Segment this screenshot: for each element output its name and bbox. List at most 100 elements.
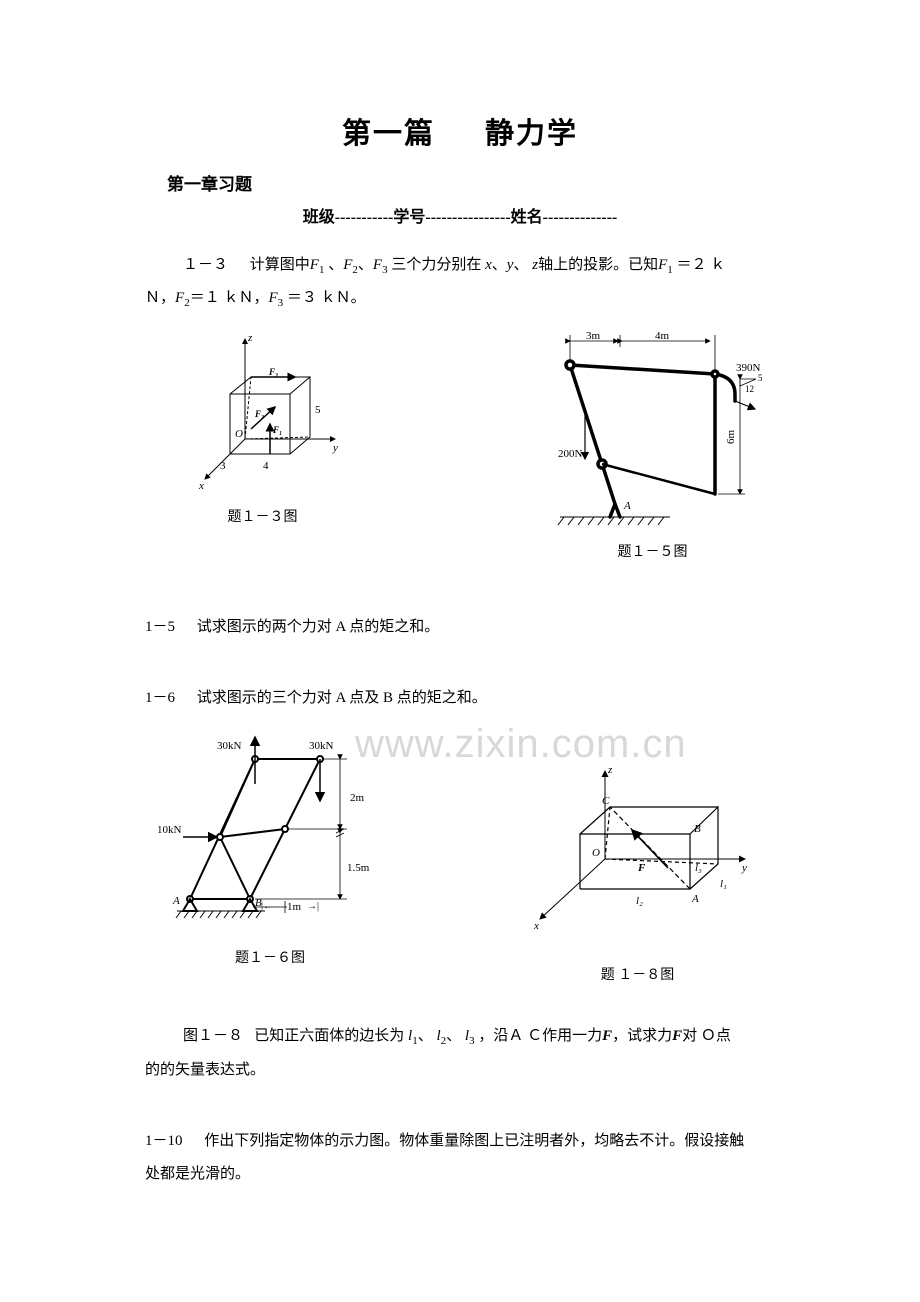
origin-label: O xyxy=(235,428,243,440)
problem-number: １－８ xyxy=(198,1028,243,1044)
label-5: 5 xyxy=(758,373,763,383)
figure-1-8: z y x O C B A F l₁ l₂ l₃ 题 １－８图 xyxy=(520,759,755,984)
text: 处都是光滑的。 xyxy=(145,1166,250,1182)
figure-row-2: 30kN 30kN 10kN 2m 1.5m 1m A B |← →| 题１－６… xyxy=(145,729,775,984)
force-f1-label: F₁ xyxy=(272,425,282,435)
diagram-1-8: z y x O C B A F l₁ l₂ l₃ xyxy=(520,759,755,934)
dim-l3: l₃ xyxy=(695,862,702,874)
problem-number: 1－10 xyxy=(145,1125,183,1158)
dim-1-5m: 1.5m xyxy=(347,862,370,874)
text: ，试求力 xyxy=(612,1028,672,1044)
text: ，沿Ａ Ｃ作用一力 xyxy=(475,1028,603,1044)
text: ＝２ ｋ xyxy=(673,257,726,273)
problem-number: １－３ xyxy=(183,249,228,282)
sep: 、 xyxy=(513,257,532,273)
axis-z-label: z xyxy=(247,332,253,344)
text: 轴上的投影。已知 xyxy=(538,257,658,273)
dim-2m: 2m xyxy=(350,792,365,804)
force-10kn: 10kN xyxy=(157,824,182,836)
diagram-1-5: 3m 4m 6m 390N 5 12 200N A xyxy=(540,329,765,529)
sep: 、 xyxy=(492,257,507,273)
problem-1-3: １－３ 计算图中F1 、F2、F3 三个力分别在 x、y、 z轴上的投影。已知F… xyxy=(145,249,775,315)
problem-1-6: 1－6 试求图示的三个力对 A 点及 B 点的矩之和。 xyxy=(145,682,775,715)
text: 试求图示的两个力对 A 点的矩之和。 xyxy=(197,619,440,635)
axis-x-label: x xyxy=(533,920,539,932)
text: Ｎ， xyxy=(145,290,175,306)
figure-1-5: 3m 4m 6m 390N 5 12 200N A 题１－５图 xyxy=(540,329,765,561)
diagram-1-3: z y x O 3 4 5 F₁ F₂ F₃ xyxy=(175,329,350,494)
figure-row-1: z y x O 3 4 5 F₁ F₂ F₃ 题１－３图 xyxy=(145,329,775,561)
dim-l1: l₁ xyxy=(720,878,727,890)
var-f3: F xyxy=(373,257,382,273)
label-a: A xyxy=(691,893,699,905)
label-12: 12 xyxy=(745,384,754,394)
label-200n: 200N xyxy=(558,448,583,460)
label-name: 姓名 xyxy=(511,209,543,226)
text: ＝３ ｋＮ。 xyxy=(283,290,366,306)
force-30kn-1: 30kN xyxy=(217,740,242,752)
var-f2b: F xyxy=(175,290,184,306)
dash-1: ----------- xyxy=(335,209,394,226)
figure-caption-1-8: 题 １－８图 xyxy=(601,964,675,984)
problem-1-5: 1－5 试求图示的两个力对 A 点的矩之和。 xyxy=(145,611,775,644)
main-title: 第一篇 静力学 xyxy=(145,110,775,152)
text: 对 Ｏ点 xyxy=(682,1028,731,1044)
title-part1: 第一篇 xyxy=(342,118,435,150)
sep: 、 xyxy=(418,1028,437,1044)
label-b: B xyxy=(694,823,701,835)
dim-4m: 4m xyxy=(655,330,670,342)
diagram-1-6: 30kN 30kN 10kN 2m 1.5m 1m A B |← →| xyxy=(155,729,385,929)
label-a: A xyxy=(172,895,180,907)
dim-5: 5 xyxy=(315,404,321,416)
force-30kn-2: 30kN xyxy=(309,740,334,752)
dash-2: ---------------- xyxy=(425,209,510,226)
axis-z-label: z xyxy=(607,764,613,776)
text: 的的矢量表达式。 xyxy=(145,1062,265,1078)
chapter-title: 第一章习题 xyxy=(167,170,775,195)
figure-caption-1-3: 题１－３图 xyxy=(228,506,298,526)
force-f3-label: F₃ xyxy=(268,367,278,377)
label-o: O xyxy=(592,847,600,859)
var-f3b: F xyxy=(268,290,277,306)
var-f2: F xyxy=(672,1028,682,1044)
title-part2: 静力学 xyxy=(485,118,578,150)
problem-1-8: 图１－８ 已知正六面体的边长为 l1、 l2、 l3 ，沿Ａ Ｃ作用一力F，试求… xyxy=(145,1020,775,1086)
var-x: x xyxy=(485,257,492,273)
var-f: F xyxy=(602,1028,612,1044)
dim-l2: l₂ xyxy=(636,895,643,907)
label-a: A xyxy=(623,500,631,512)
text: 试求图示的三个力对 A 点及 B 点的矩之和。 xyxy=(197,690,487,706)
class-info-line: 班级-----------学号----------------姓名-------… xyxy=(145,203,775,227)
text: 三个力分别在 xyxy=(388,257,486,273)
var-f1b: F xyxy=(658,257,667,273)
label-id: 学号 xyxy=(393,209,425,226)
axis-x-label: x xyxy=(198,480,204,492)
dim-3: 3 xyxy=(220,460,226,472)
var-f1: F xyxy=(310,257,319,273)
figure-caption-1-6: 题１－６图 xyxy=(235,947,305,967)
text: ＝１ ｋＮ， xyxy=(190,290,269,306)
dim-6m: 6m xyxy=(725,430,737,445)
axis-y-label: y xyxy=(332,442,338,454)
dash-3: -------------- xyxy=(543,209,618,226)
problem-number: 1－6 xyxy=(145,682,175,715)
axis-y-label: y xyxy=(741,862,747,874)
dim-4: 4 xyxy=(263,460,269,472)
bracket-open: |← xyxy=(261,901,273,912)
figure-1-6: 30kN 30kN 10kN 2m 1.5m 1m A B |← →| 题１－６… xyxy=(155,729,385,984)
sep: 、 xyxy=(358,257,373,273)
label-f: F xyxy=(637,862,646,874)
sep: 、 xyxy=(446,1028,465,1044)
figure-1-3: z y x O 3 4 5 F₁ F₂ F₃ 题１－３图 xyxy=(175,329,350,561)
sep: 、 xyxy=(324,257,343,273)
label-class: 班级 xyxy=(303,209,335,226)
dim-3m: 3m xyxy=(586,330,601,342)
text: 已知正六面体的边长为 xyxy=(254,1028,408,1044)
force-f2-label: F₂ xyxy=(254,409,264,419)
var-f2: F xyxy=(343,257,352,273)
bracket-close: →| xyxy=(307,901,319,912)
figure-caption-1-5: 题１－５图 xyxy=(618,541,688,561)
label-390n: 390N xyxy=(736,362,761,374)
problem-number: 1－5 xyxy=(145,611,175,644)
problem-1-10: 1－10 作出下列指定物体的示力图。物体重量除图上已注明者外，均略去不计。假设接… xyxy=(145,1125,775,1191)
